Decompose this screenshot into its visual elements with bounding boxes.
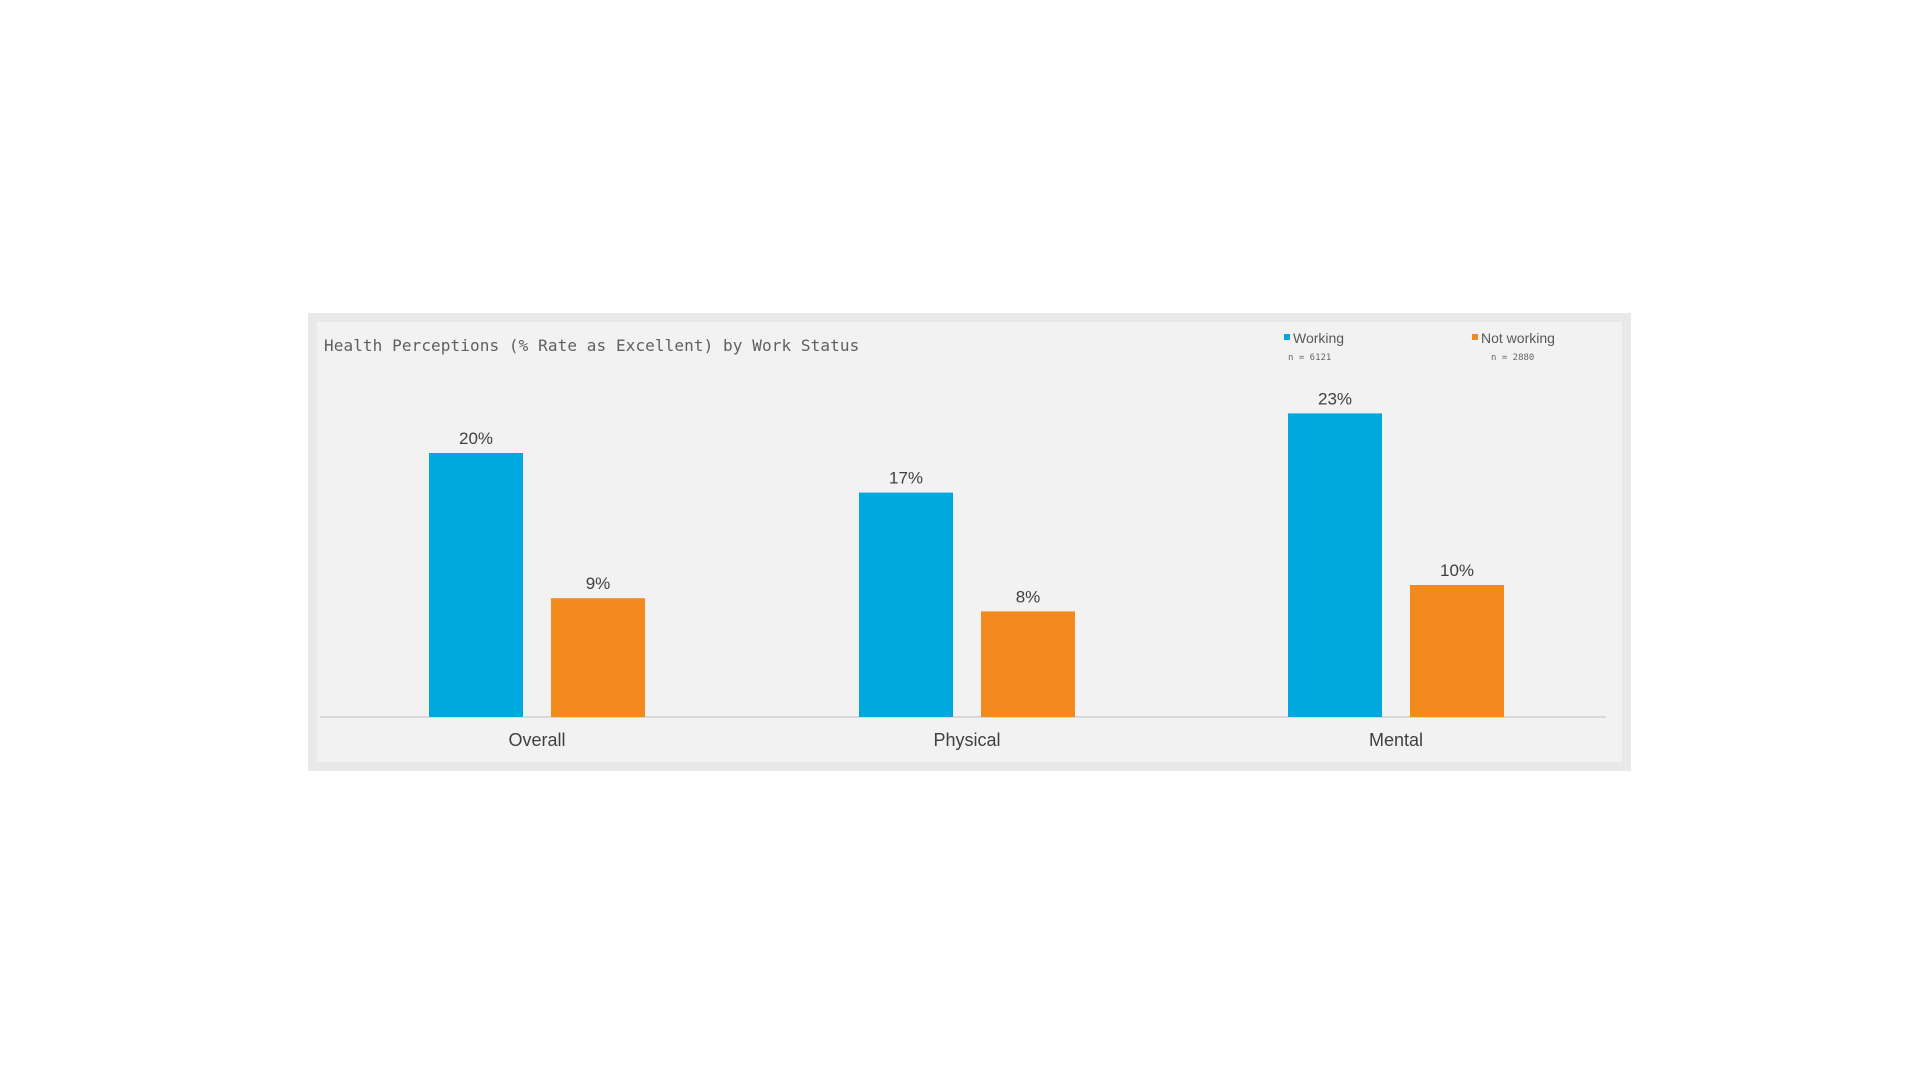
data-label-physical-not-working: 8% [1016,587,1041,606]
category-label-mental: Mental [1369,730,1423,750]
legend-n-working: n = 6121 [1288,353,1332,363]
legend-n-not-working: n = 2880 [1491,353,1535,363]
bar-mental-not-working [1410,585,1504,717]
bar-overall-not-working [551,598,645,717]
bar-mental-working [1288,413,1382,717]
data-label-mental-working: 23% [1318,389,1352,408]
chart-frame: Health Perceptions (% Rate as Excellent)… [308,313,1631,771]
bar-overall-working [429,453,523,717]
data-label-overall-working: 20% [459,429,493,448]
category-label-overall: Overall [508,730,565,750]
bar-physical-working [859,492,953,717]
category-label-physical: Physical [933,730,1000,750]
legend-label-working: Working [1293,330,1345,346]
chart-title: Health Perceptions (% Rate as Excellent)… [324,336,860,355]
legend-label-not-working: Not working [1481,330,1555,346]
data-label-physical-working: 17% [889,469,923,488]
bar-physical-not-working [981,611,1075,717]
legend-swatch-working [1284,334,1290,341]
data-label-overall-not-working: 9% [586,574,611,593]
data-label-mental-not-working: 10% [1440,561,1474,580]
legend-item-working: Working n = 6121 [1284,330,1344,363]
legend-swatch-not-working [1472,334,1478,341]
bar-chart-plot: 20% 9% Overall 17% 8% Physical 23% 10% Mental [320,389,1606,750]
chart-panel: Health Perceptions (% Rate as Excellent)… [317,322,1622,762]
legend-item-not-working: Not working n = 2880 [1472,330,1555,363]
